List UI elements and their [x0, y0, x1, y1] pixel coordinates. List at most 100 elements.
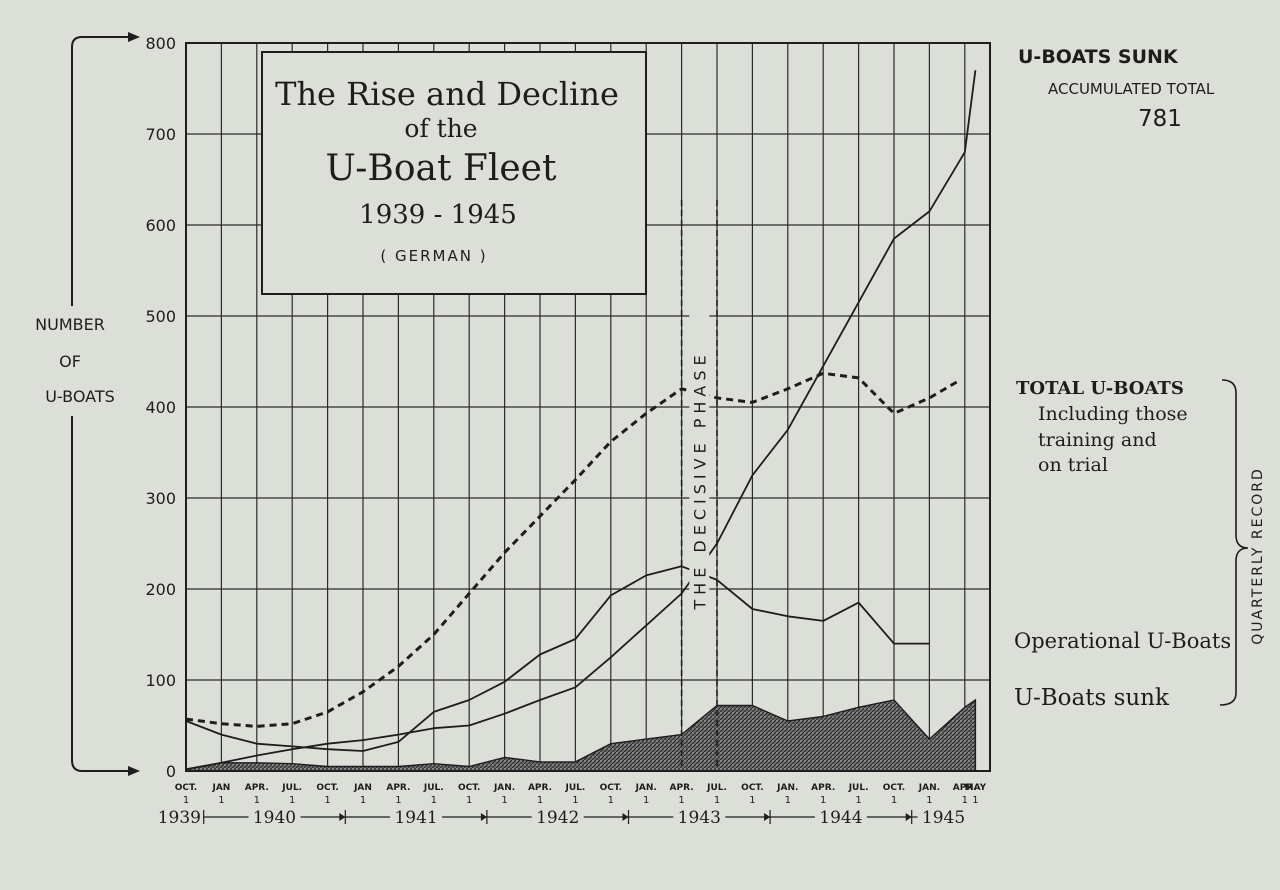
y-tick-label: 300 [145, 489, 176, 508]
decisive-phase-layer: THE DECISIVE PHASE [680, 200, 718, 771]
x-tick-day: 1 [218, 795, 224, 806]
year-span-arrow [764, 813, 771, 821]
x-tick-label: OCT. [458, 783, 480, 793]
total-u-boats-note-line2: training and [1038, 429, 1157, 451]
x-tick-label: JUL. [706, 783, 727, 793]
total-u-boats-note-line3: on trial [1038, 454, 1108, 476]
x-tick-day: 1 [962, 795, 968, 806]
year-span-arrow [905, 813, 912, 821]
x-tick-day: 1 [254, 795, 260, 806]
y-tick-label: 200 [145, 580, 176, 599]
x-tick-label: APR. [528, 783, 552, 793]
decisive-phase-label: THE DECISIVE PHASE [690, 350, 709, 610]
x-tick-label: OCT. [316, 783, 338, 793]
x-tick-day: 1 [785, 795, 791, 806]
x-tick-day: 1 [289, 795, 295, 806]
y-tick-label: 700 [145, 125, 176, 144]
operational-u-boats-label: Operational U-Boats [1014, 629, 1231, 653]
x-tick-day: 1 [820, 795, 826, 806]
series-layer [185, 70, 977, 771]
decisive-phase-backdrop [689, 285, 710, 675]
chart-title-years: 1939 - 1945 [359, 200, 517, 230]
year-label: 1940 [253, 808, 296, 828]
y-bracket-arrow-bottom [128, 766, 140, 776]
x-tick-day: 1 [678, 795, 684, 806]
total-u-boats-label: TOTAL U-BOATS [1016, 378, 1184, 399]
year-labels: 1939 1940 1941 1942 1943 1944 1945 [158, 808, 965, 828]
x-tick-day: 1 [643, 795, 649, 806]
y-tick-labels: 0 100 200 300 400 500 600 700 800 [145, 34, 176, 781]
x-tick-label: JUL. [848, 783, 869, 793]
quarterly-record-label: QUARTERLY RECORD [1250, 467, 1266, 645]
x-tick-label: OCT. [883, 783, 905, 793]
y-axis-label-line3: U-BOATS [45, 387, 115, 406]
x-tick-day: 1 [714, 795, 720, 806]
x-tick-labels: OCT. 1 JAN 1 APR. 1 JUL. 1 OCT. 1 JAN 1 APR. 1 JUL. 1 OC… [175, 783, 987, 806]
x-tick-day: 1 [855, 795, 861, 806]
sunk-accumulated-value: 781 [1138, 106, 1182, 132]
x-tick-label: APR. [953, 783, 977, 793]
y-tick-label: 500 [145, 307, 176, 326]
x-tick-day: 1 [891, 795, 897, 806]
x-tick-day: 1 [183, 795, 189, 806]
quarterly-record-brace [1219, 379, 1249, 706]
chart-title-line2: of the [404, 114, 477, 143]
x-tick-label: OCT. [600, 783, 622, 793]
series-line-u-boats-sunk-accumulated-total [185, 70, 977, 771]
series-area-u-boats-sunk [185, 698, 977, 772]
x-tick-label: JAN [211, 783, 230, 793]
year-label: 1939 [158, 808, 201, 828]
year-label: 1941 [394, 808, 437, 828]
x-tick-label: APR. [245, 783, 269, 793]
year-span-arrow [480, 813, 487, 821]
y-bracket-arrow-top [128, 32, 140, 42]
x-tick-day: 1 [360, 795, 366, 806]
sunk-accumulated-title: U-BOATS SUNK [1018, 46, 1179, 68]
plot-frame [185, 42, 991, 772]
x-tick-day: 1 [395, 795, 401, 806]
x-tick-label: JAN. [918, 783, 940, 793]
x-tick-label: MAY [965, 783, 987, 793]
x-tick-day: 1 [537, 795, 543, 806]
year-span-arrow [339, 813, 346, 821]
x-tick-day: 1 [749, 795, 755, 806]
chart-title: The Rise and Decline [275, 75, 619, 113]
year-span-arrow [622, 813, 629, 821]
x-tick-label: JUL. [423, 783, 444, 793]
x-tick-label: OCT. [175, 783, 197, 793]
x-tick-label: JAN. [493, 783, 515, 793]
x-tick-day: 1 [608, 795, 614, 806]
x-tick-day: 1 [501, 795, 507, 806]
y-tick-label: 100 [145, 671, 176, 690]
x-tick-label: APR. [811, 783, 835, 793]
sunk-area-layer [185, 698, 977, 772]
year-label: 1942 [536, 808, 579, 828]
year-label: 1943 [678, 808, 721, 828]
x-tick-label: JUL. [281, 783, 302, 793]
x-tick-label: APR. [386, 783, 410, 793]
total-u-boats-note-line1: Including those [1038, 403, 1188, 425]
x-tick-day: 1 [466, 795, 472, 806]
sunk-accumulated-subtitle: ACCUMULATED TOTAL [1048, 80, 1215, 98]
y-tick-label: 400 [145, 398, 176, 417]
y-axis-label-line2: OF [59, 352, 81, 371]
y-axis-label-line1: NUMBER [35, 315, 105, 334]
x-tick-day: 1 [431, 795, 437, 806]
x-tick-day: 1 [572, 795, 578, 806]
x-tick-label: JAN. [776, 783, 798, 793]
year-label: 1944 [819, 808, 862, 828]
y-tick-label: 600 [145, 216, 176, 235]
x-tick-label: APR. [670, 783, 694, 793]
year-label: 1945 [922, 808, 965, 828]
x-tick-label: JAN. [635, 783, 657, 793]
x-tick-day: 1 [926, 795, 932, 806]
x-tick-day: 1 [972, 795, 978, 806]
u-boats-sunk-label: U-Boats sunk [1014, 685, 1170, 711]
series-line-operational-u-boats [185, 565, 930, 752]
x-tick-label: JUL. [564, 783, 585, 793]
chart-title-note: ( GERMAN ) [380, 247, 487, 265]
chart-title-line3: U-Boat Fleet [326, 148, 557, 189]
y-tick-label: 0 [166, 762, 176, 781]
x-tick-label: OCT. [741, 783, 763, 793]
